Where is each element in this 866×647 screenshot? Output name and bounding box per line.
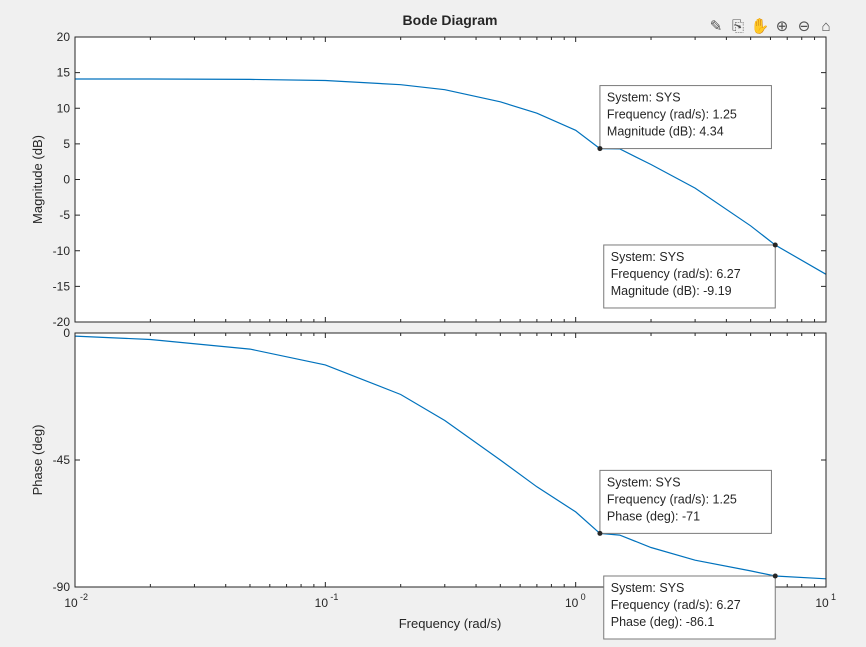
magnitude-ytick-label: -10 xyxy=(53,244,71,258)
phase-series-line xyxy=(74,335,827,580)
magnitude-ytick-label: 5 xyxy=(63,137,70,151)
datatip-marker[interactable] xyxy=(772,573,778,579)
phase-panel: 0 -45 -90 Phase (deg) System: SYS Frequency (… xyxy=(30,326,827,640)
xtick-label: 10 xyxy=(565,596,579,610)
datatip-text: System: SYS xyxy=(607,91,681,105)
magnitude-ytick-label: -20 xyxy=(53,315,71,329)
magnitude-ytick-label: -5 xyxy=(59,208,70,222)
magnitude-series-line xyxy=(75,78,827,275)
xtick-label: 10 xyxy=(64,596,78,610)
data-tips-icon[interactable]: ✎ xyxy=(709,17,723,35)
magnitude-y-axis-label: Magnitude (dB) xyxy=(30,135,45,224)
magnitude-axes-frame xyxy=(74,36,827,323)
datatip-text: Frequency (rad/s): 1.25 xyxy=(607,108,737,122)
magnitude-ytick-label: -15 xyxy=(53,279,71,293)
zoom-in-icon[interactable]: ⊕ xyxy=(775,17,789,35)
phase-axes-background xyxy=(75,333,826,587)
magnitude-panel: 20 15 10 5 0 -5 -10 -15 -20 Magnitude (dB) System:… xyxy=(30,30,827,329)
datatip-marker[interactable] xyxy=(597,530,603,536)
phase-ytick-label: -45 xyxy=(53,453,71,467)
datatip-text: System: SYS xyxy=(611,250,685,264)
datatip-text: Phase (deg): -71 xyxy=(607,509,700,523)
datatip-marker[interactable] xyxy=(597,146,603,152)
datatip-text: Frequency (rad/s): 6.27 xyxy=(611,267,741,281)
datatip[interactable]: System: SYS Frequency (rad/s): 1.25 Magnit… xyxy=(597,85,772,152)
pan-icon[interactable]: ✋ xyxy=(750,17,770,35)
magnitude-ytick-label: 15 xyxy=(57,66,71,80)
datatip-box xyxy=(599,85,772,150)
x-tick-labels: 10 -2 10 -1 10 0 10 1 xyxy=(64,592,836,610)
chart-title: Bode Diagram xyxy=(403,12,498,28)
datatip-box xyxy=(603,244,776,309)
xtick-exponent: -1 xyxy=(330,592,338,602)
datatip-box xyxy=(599,469,772,534)
datatip-text: Magnitude (dB): -9.19 xyxy=(611,284,732,298)
xtick-exponent: 0 xyxy=(581,592,586,602)
datatip-marker[interactable] xyxy=(772,242,778,248)
datatip[interactable]: System: SYS Frequency (rad/s): 1.25 Phase … xyxy=(597,469,772,536)
axes-toolbar: ✎ ⎘ ✋ ⊕ ⊖ ⌂ xyxy=(706,15,836,37)
datatip-text: Frequency (rad/s): 1.25 xyxy=(607,492,737,506)
xtick-exponent: -2 xyxy=(80,592,88,602)
phase-y-axis-label: Phase (deg) xyxy=(30,425,45,496)
datatip-box xyxy=(603,575,776,640)
datatip-text: Phase (deg): -86.1 xyxy=(611,615,715,629)
xtick-exponent: 1 xyxy=(831,592,836,602)
magnitude-ytick-label: 10 xyxy=(57,101,71,115)
phase-ytick-label: -90 xyxy=(53,580,71,594)
x-axis-label: Frequency (rad/s) xyxy=(399,616,502,631)
zoom-out-icon[interactable]: ⊖ xyxy=(797,17,811,35)
magnitude-ytick-label: 0 xyxy=(63,173,70,187)
magnitude-ytick-label: 20 xyxy=(57,30,71,44)
datatip[interactable]: System: SYS Frequency (rad/s): 6.27 Magnit… xyxy=(603,242,778,309)
phase-axes-frame xyxy=(74,332,827,588)
datatip-text: System: SYS xyxy=(607,475,681,489)
datatip-text: Magnitude (dB): 4.34 xyxy=(607,125,724,139)
datatip-text: System: SYS xyxy=(611,581,685,595)
datatip-text: Frequency (rad/s): 6.27 xyxy=(611,598,741,612)
xtick-label: 10 xyxy=(315,596,329,610)
datatip[interactable]: System: SYS Frequency (rad/s): 6.27 Phase … xyxy=(603,573,778,640)
phase-ytick-label: 0 xyxy=(63,326,70,340)
xtick-label: 10 xyxy=(815,596,829,610)
export-icon[interactable]: ⎘ xyxy=(731,17,744,35)
home-icon[interactable]: ⌂ xyxy=(821,17,831,35)
